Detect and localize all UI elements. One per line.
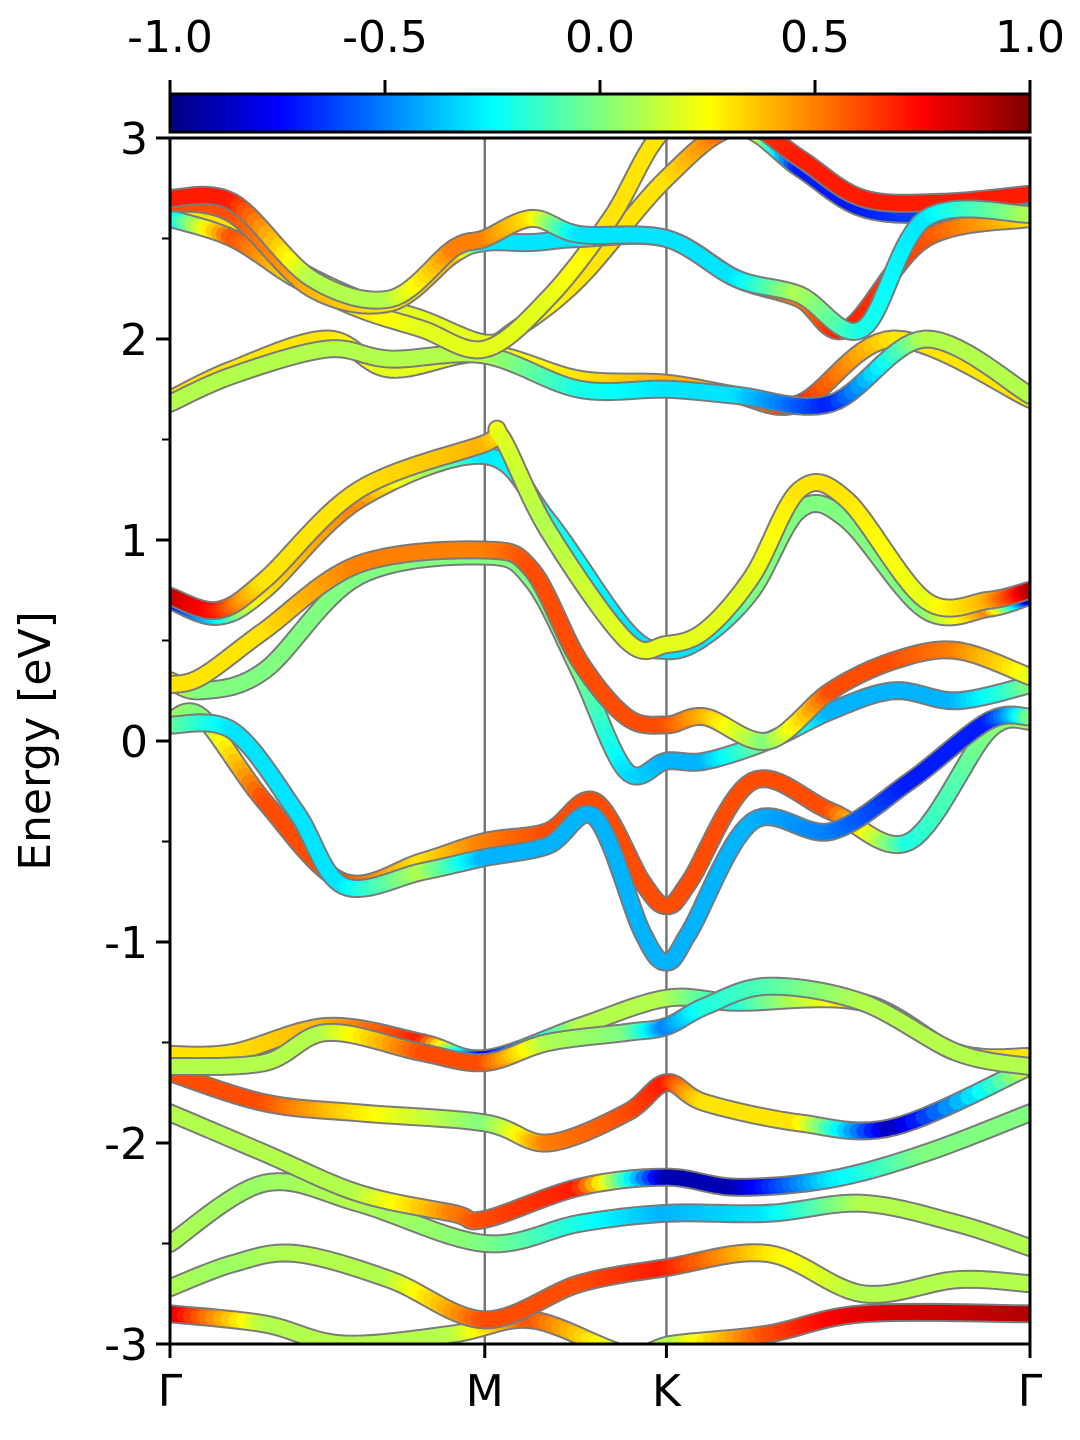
band-segment	[612, 1343, 618, 1344]
band-segment	[642, 1354, 645, 1355]
y-tick-label: -1	[104, 918, 148, 969]
band-segment	[595, 1338, 615, 1344]
y-tick-label: -3	[104, 1320, 148, 1371]
colorbar-tick-label: -1.0	[127, 12, 213, 63]
band-series-11	[170, 540, 1030, 751]
colorbar: -1.0 -0.5 0.0 0.5 1.0	[127, 12, 1065, 134]
band-segment	[621, 1353, 626, 1354]
colorbar-tick-label: 0.0	[565, 12, 635, 63]
band-series-9	[170, 705, 1030, 972]
y-tick-label: 3	[120, 114, 148, 165]
y-tick-label: -2	[104, 1119, 148, 1170]
colorbar-gradient	[168, 92, 1032, 134]
band-segment	[650, 1340, 665, 1344]
colorbar-tick-label: 1.0	[995, 12, 1065, 63]
colorbar-tick-label: -0.5	[342, 12, 428, 63]
band-segment	[651, 1339, 669, 1344]
x-tick-label: K	[652, 1366, 682, 1417]
band-series-19	[170, 185, 1030, 341]
colorbar-ticks: -1.0 -0.5 0.0 0.5 1.0	[127, 12, 1065, 94]
plot-area: 3 2 1 0 -1 -2 -3 Γ M K Γ Energy [eV]	[10, 114, 1043, 1417]
band-segment	[649, 1343, 657, 1344]
x-tick-label: Γ	[158, 1366, 183, 1417]
y-tick-label: 0	[120, 717, 148, 768]
band-segment	[645, 1353, 648, 1354]
bands	[170, 138, 1030, 1355]
y-tick-label: 1	[120, 516, 148, 567]
band-series-13	[170, 419, 1030, 661]
band-segment	[603, 1341, 618, 1344]
y-axis-label: Energy [eV]	[10, 611, 61, 871]
high-symmetry-lines	[483, 138, 668, 1344]
colorbar-tick-label: 0.5	[780, 12, 850, 63]
x-tick-label: M	[466, 1366, 504, 1417]
band-series-15	[170, 329, 1030, 416]
band-segment	[654, 1338, 673, 1344]
band-series-7	[170, 976, 1030, 1077]
y-axis: 3 2 1 0 -1 -2 -3	[104, 114, 170, 1371]
x-tick-label: Γ	[1018, 1366, 1043, 1417]
band-segment	[626, 1354, 631, 1355]
y-tick-label: 2	[120, 315, 148, 366]
band-series-5	[170, 1057, 1030, 1153]
band-series-3	[170, 1172, 1030, 1257]
band-segment	[648, 1352, 651, 1353]
band-series-1	[170, 1302, 1030, 1355]
band-segment	[649, 1341, 661, 1344]
